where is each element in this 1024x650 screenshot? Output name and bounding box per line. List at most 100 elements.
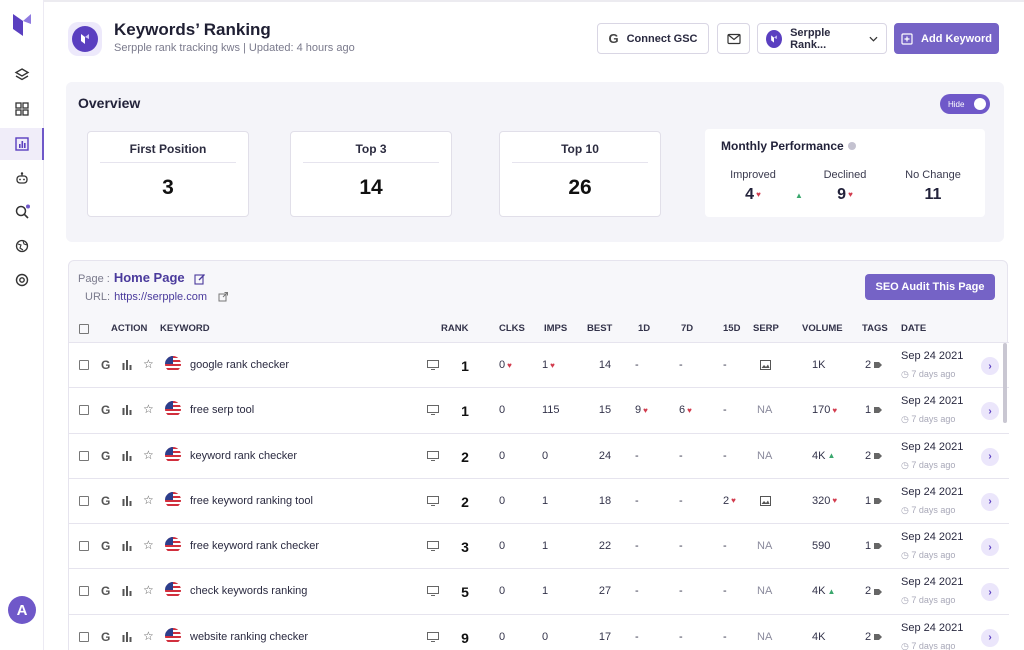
chart-icon[interactable]	[12, 134, 32, 154]
bar-chart-icon[interactable]	[122, 495, 132, 506]
serp-image-icon[interactable]	[760, 360, 771, 370]
table-row[interactable]: G ☆ free serp tool 1 0 115 15 9 ♥ 6 ♥ - NA 170 ♥ 1 Sep 2…	[69, 388, 1009, 434]
google-icon[interactable]: G	[101, 629, 111, 644]
table-row[interactable]: G ☆ free keyword ranking tool 2 0 1 18 - - 2 ♥ 320 ♥…	[69, 478, 1009, 525]
bar-chart-icon[interactable]	[122, 631, 132, 642]
date-ago: ◷ 7 days ago	[901, 369, 956, 379]
bar-chart-icon[interactable]	[122, 360, 132, 370]
header-15d[interactable]: 15D	[723, 323, 741, 334]
hide-toggle[interactable]: Hide	[940, 94, 990, 114]
table-row[interactable]: G ☆ keyword rank checker 2 0 0 24 - - - NA 4K ▲ 2 Sep …	[69, 433, 1009, 479]
star-icon[interactable]: ☆	[143, 538, 154, 553]
external-link-icon[interactable]	[218, 292, 229, 302]
keyword-text[interactable]: free keyword ranking tool	[190, 494, 313, 507]
google-icon[interactable]: G	[101, 358, 111, 372]
keyword-text[interactable]: free serp tool	[190, 404, 255, 417]
project-select[interactable]: Serpple Rank...	[757, 23, 887, 54]
tags-cell[interactable]: 1	[865, 495, 883, 507]
grid-icon[interactable]	[12, 99, 32, 119]
row-checkbox[interactable]	[79, 450, 89, 461]
bar-chart-icon[interactable]	[122, 405, 132, 416]
row-details-button[interactable]: ›	[981, 583, 999, 602]
keyword-text[interactable]: free keyword rank checker	[190, 540, 319, 553]
date-value: Sep 24 2021	[901, 485, 964, 498]
header-imps[interactable]: IMPS	[544, 323, 568, 334]
connect-gsc-button[interactable]: G Connect GSC	[597, 23, 709, 54]
header-1d[interactable]: 1D	[638, 323, 651, 334]
header-7d[interactable]: 7D	[681, 323, 694, 334]
header-clks[interactable]: CLKS	[499, 323, 525, 334]
connect-gsc-label: Connect GSC	[626, 32, 698, 45]
header-serp[interactable]: SERP	[753, 323, 779, 334]
layers-icon[interactable]	[12, 65, 32, 85]
seo-audit-button[interactable]: SEO Audit This Page	[865, 274, 995, 300]
table-row[interactable]: G ☆ free keyword rank checker 3 0 1 22 - - - NA 590…	[69, 524, 1009, 570]
row-details-button[interactable]: ›	[981, 538, 999, 557]
header-best[interactable]: BEST	[587, 323, 613, 334]
row-checkbox[interactable]	[79, 586, 89, 597]
bar-chart-icon[interactable]	[122, 586, 132, 597]
keyword-text[interactable]: keyword rank checker	[190, 449, 297, 462]
d15-cell: -	[723, 630, 727, 643]
row-details-button[interactable]: ›	[981, 447, 999, 466]
row-checkbox[interactable]	[79, 360, 89, 370]
table-scrollbar[interactable]	[1003, 343, 1007, 423]
tags-cell[interactable]: 2	[865, 631, 883, 643]
star-icon[interactable]: ☆	[143, 628, 154, 643]
user-avatar[interactable]: A	[8, 596, 36, 624]
tags-cell[interactable]: 1	[865, 404, 883, 416]
table-row[interactable]: G ☆ website ranking checker 9 0 0 17 - - - NA 4K 2 Se…	[69, 614, 1009, 650]
star-icon[interactable]: ☆	[143, 447, 154, 462]
header-date[interactable]: DATE	[901, 323, 927, 334]
date-ago: ◷ 7 days ago	[901, 640, 956, 650]
google-icon[interactable]: G	[101, 403, 111, 418]
google-icon[interactable]: G	[101, 539, 111, 554]
row-details-button[interactable]: ›	[981, 357, 999, 375]
keyword-text[interactable]: check keywords ranking	[190, 585, 308, 598]
row-checkbox[interactable]	[79, 541, 89, 552]
declined-stat: Declined 9 ♥	[823, 169, 867, 203]
bar-chart-icon[interactable]	[122, 450, 132, 461]
google-icon[interactable]: G	[101, 493, 111, 508]
row-checkbox[interactable]	[79, 631, 89, 642]
clks-cell: 0	[499, 630, 506, 643]
star-icon[interactable]: ☆	[143, 357, 154, 371]
star-icon[interactable]: ☆	[143, 402, 154, 417]
globe-icon[interactable]	[12, 236, 32, 256]
header-volume[interactable]: VOLUME	[802, 323, 843, 334]
rank-value: 9	[461, 629, 469, 646]
page-url-link[interactable]: https://serpple.com	[114, 291, 207, 303]
header-tags[interactable]: TAGS	[862, 323, 888, 334]
google-icon[interactable]: G	[101, 448, 111, 463]
edit-icon[interactable]	[194, 273, 206, 285]
star-icon[interactable]: ☆	[143, 583, 154, 598]
tags-cell[interactable]: 1	[865, 540, 883, 552]
google-icon[interactable]: G	[101, 584, 111, 599]
select-all-checkbox[interactable]	[79, 324, 89, 334]
search-icon[interactable]	[12, 202, 32, 222]
row-checkbox[interactable]	[79, 495, 89, 506]
bot-icon[interactable]	[12, 168, 32, 188]
star-icon[interactable]: ☆	[143, 492, 154, 507]
row-checkbox[interactable]	[79, 405, 89, 416]
tags-cell[interactable]: 2	[865, 359, 883, 371]
info-icon[interactable]	[847, 142, 856, 150]
row-details-button[interactable]: ›	[981, 492, 999, 511]
row-details-button[interactable]: ›	[981, 628, 999, 647]
table-row[interactable]: G ☆ check keywords ranking 5 0 1 27 - - - NA 4K ▲ 2 Se…	[69, 569, 1009, 615]
header-rank[interactable]: RANK	[441, 323, 469, 334]
tags-cell[interactable]: 2	[865, 450, 883, 462]
email-report-button[interactable]	[717, 23, 750, 54]
table-row[interactable]: G ☆ google rank checker 1 0 ♥ 1 ♥ 14 - - - 1K 2 Sep 24…	[69, 343, 1009, 389]
keyword-text[interactable]: website ranking checker	[190, 630, 309, 643]
serp-image-icon[interactable]	[760, 495, 771, 506]
settings-icon[interactable]	[12, 270, 32, 290]
app-logo-icon[interactable]	[11, 12, 33, 38]
bar-chart-icon[interactable]	[122, 541, 132, 552]
add-keyword-button[interactable]: Add Keyword	[894, 23, 999, 54]
keyword-text[interactable]: google rank checker	[190, 359, 290, 371]
row-details-button[interactable]: ›	[981, 402, 999, 421]
imps-cell: 0	[542, 630, 549, 643]
header-keyword[interactable]: KEYWORD	[160, 323, 210, 334]
tags-cell[interactable]: 2	[865, 585, 883, 597]
